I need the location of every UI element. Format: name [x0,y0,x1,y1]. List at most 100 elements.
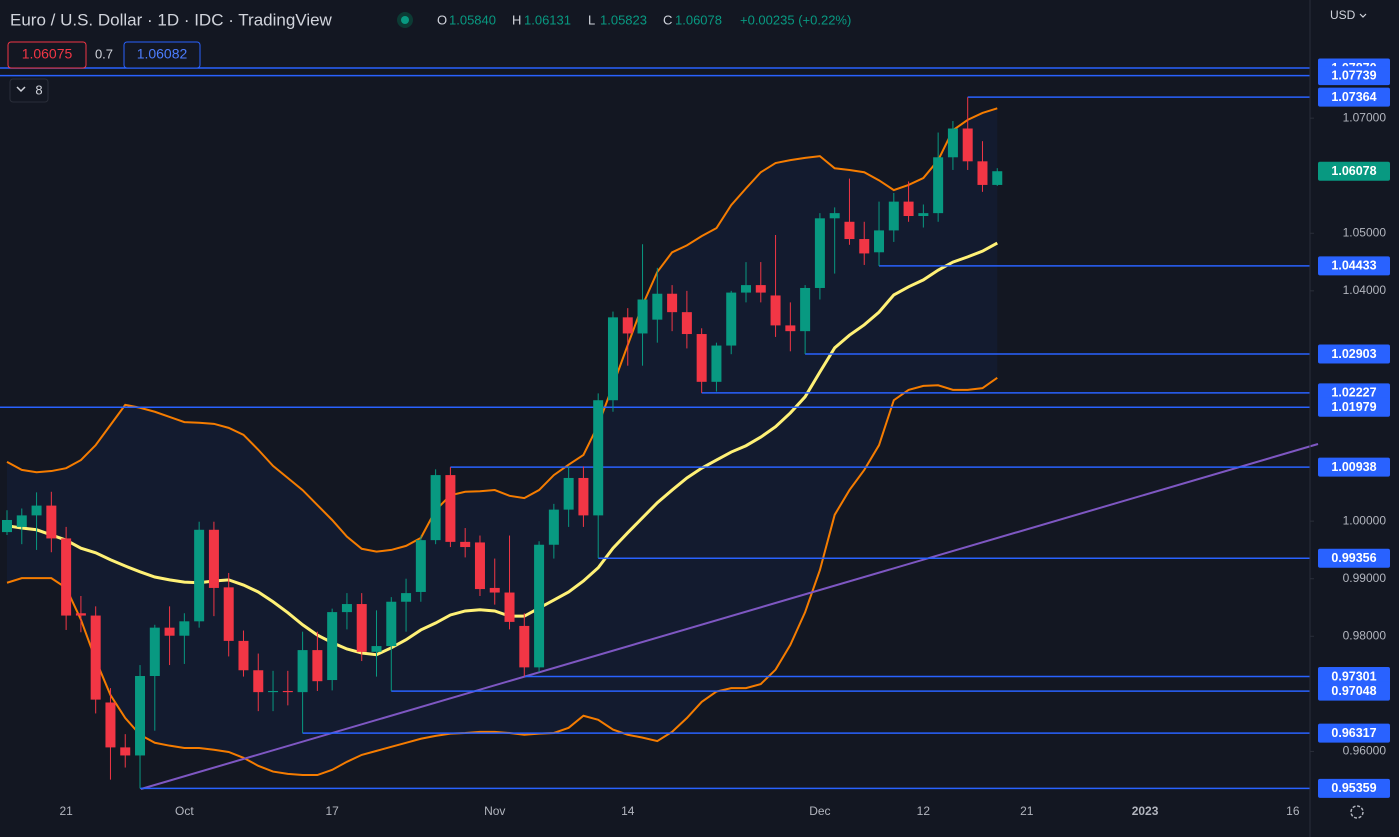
level-label-box [1318,344,1390,364]
bid-price: 1.06075 [22,46,73,62]
candle-body [947,128,958,158]
y-tick-label: 1.07000 [1343,110,1387,124]
candle-body [696,334,707,382]
level-label-box [1318,256,1390,276]
candle-body [918,213,929,217]
settings-icon[interactable] [1350,805,1364,819]
candle-body [46,505,57,539]
level-label-box [1318,723,1390,743]
candle-body [859,239,870,254]
candle-body [534,544,545,668]
candle-body [992,171,1003,185]
candle-body [829,213,840,219]
ohlc-value: 1.06078 [675,12,722,27]
x-tick-label: Oct [175,804,194,818]
chevron-icon [16,86,26,93]
candle-body [268,690,279,693]
indicators-toggle[interactable] [9,78,49,103]
level-label: 1.02903 [1331,347,1376,361]
candle-body [179,621,190,636]
candle-body [681,312,692,335]
level-label: 1.00938 [1331,460,1376,474]
candle-body [844,221,855,240]
x-tick-label: 12 [917,804,931,818]
header: Euro / U.S. Dollar · 1D · IDC · TradingV… [7,8,1367,819]
last-price-box [1318,161,1390,181]
candle-body [888,201,899,231]
level-label: 0.96317 [1331,726,1376,740]
status-dot [401,16,409,24]
level-label-box [1318,667,1390,687]
candle-body [741,285,751,293]
candle-body [415,540,426,592]
ohlc-value: 1.06131 [524,12,571,27]
candle-body [578,477,589,516]
y-tick-label: 1.05000 [1343,225,1387,239]
y-tick-label: 0.99000 [1343,571,1387,585]
candle-body [548,509,559,545]
candle-body [962,128,973,162]
candle-body [194,529,205,622]
currency[interactable]: USD [1330,8,1356,22]
candle-body [667,293,678,313]
candle-body [874,230,885,253]
candle-body [312,650,323,682]
level-label: 1.02227 [1331,386,1376,400]
candle-body [31,505,42,516]
level-label: 1.04433 [1331,259,1376,273]
x-tick-label: Dec [809,804,830,818]
bid-box[interactable] [7,41,87,69]
candle-body [445,475,456,542]
candles [2,97,1003,789]
candle-body [75,613,86,616]
candle-body [371,646,382,652]
candle-body [223,587,234,641]
level-label: 1.07364 [1331,90,1376,104]
candle-body [593,400,604,516]
x-tick-label: 17 [325,804,339,818]
candle-body [327,612,338,681]
candle-body [164,627,175,636]
candle-body [105,702,116,748]
x-tick-label: 21 [1020,804,1034,818]
level-label: 0.97301 [1331,669,1376,683]
candle-body [504,592,515,622]
candle-body [2,519,12,533]
candle-body [135,676,146,756]
ohlc-key: H [512,12,521,27]
level-label-box [1318,87,1390,107]
y-tick-label: 0.98000 [1343,628,1387,642]
axes: 1.07000 1.05000 1.04000 1.00000 0.99000 0.980… [59,110,1386,818]
candle-body [814,218,825,288]
spread: 0.7 [95,46,113,61]
ohlc-key: O [437,12,447,27]
ask-box[interactable] [123,41,201,69]
x-tick-label: 21 [59,804,73,818]
level-label-box [1318,457,1390,477]
x-tick-label: Nov [484,804,505,818]
candle-body [401,593,412,602]
level-label-box [1318,397,1390,417]
candle-body [61,538,72,616]
candle-body [474,542,485,590]
candle-body [652,293,663,320]
candle-body [726,292,737,346]
level-label-box [1318,383,1390,403]
ohlc-key: C [663,12,672,27]
currency-chevron [1359,13,1367,18]
candle-body [519,625,530,668]
candle-body [386,601,397,647]
candle-body [297,650,308,693]
candle-body [120,747,131,756]
band-upper [6,107,998,553]
level-label-box [1318,778,1390,798]
level-label: 0.97048 [1331,684,1376,698]
ask-price: 1.06082 [137,46,188,62]
candle-body [253,670,264,693]
level-label: 1.07739 [1331,68,1376,82]
change: +0.00235 (+0.22%) [740,12,851,27]
candle-body [903,201,914,217]
x-tick-label: 14 [621,804,635,818]
